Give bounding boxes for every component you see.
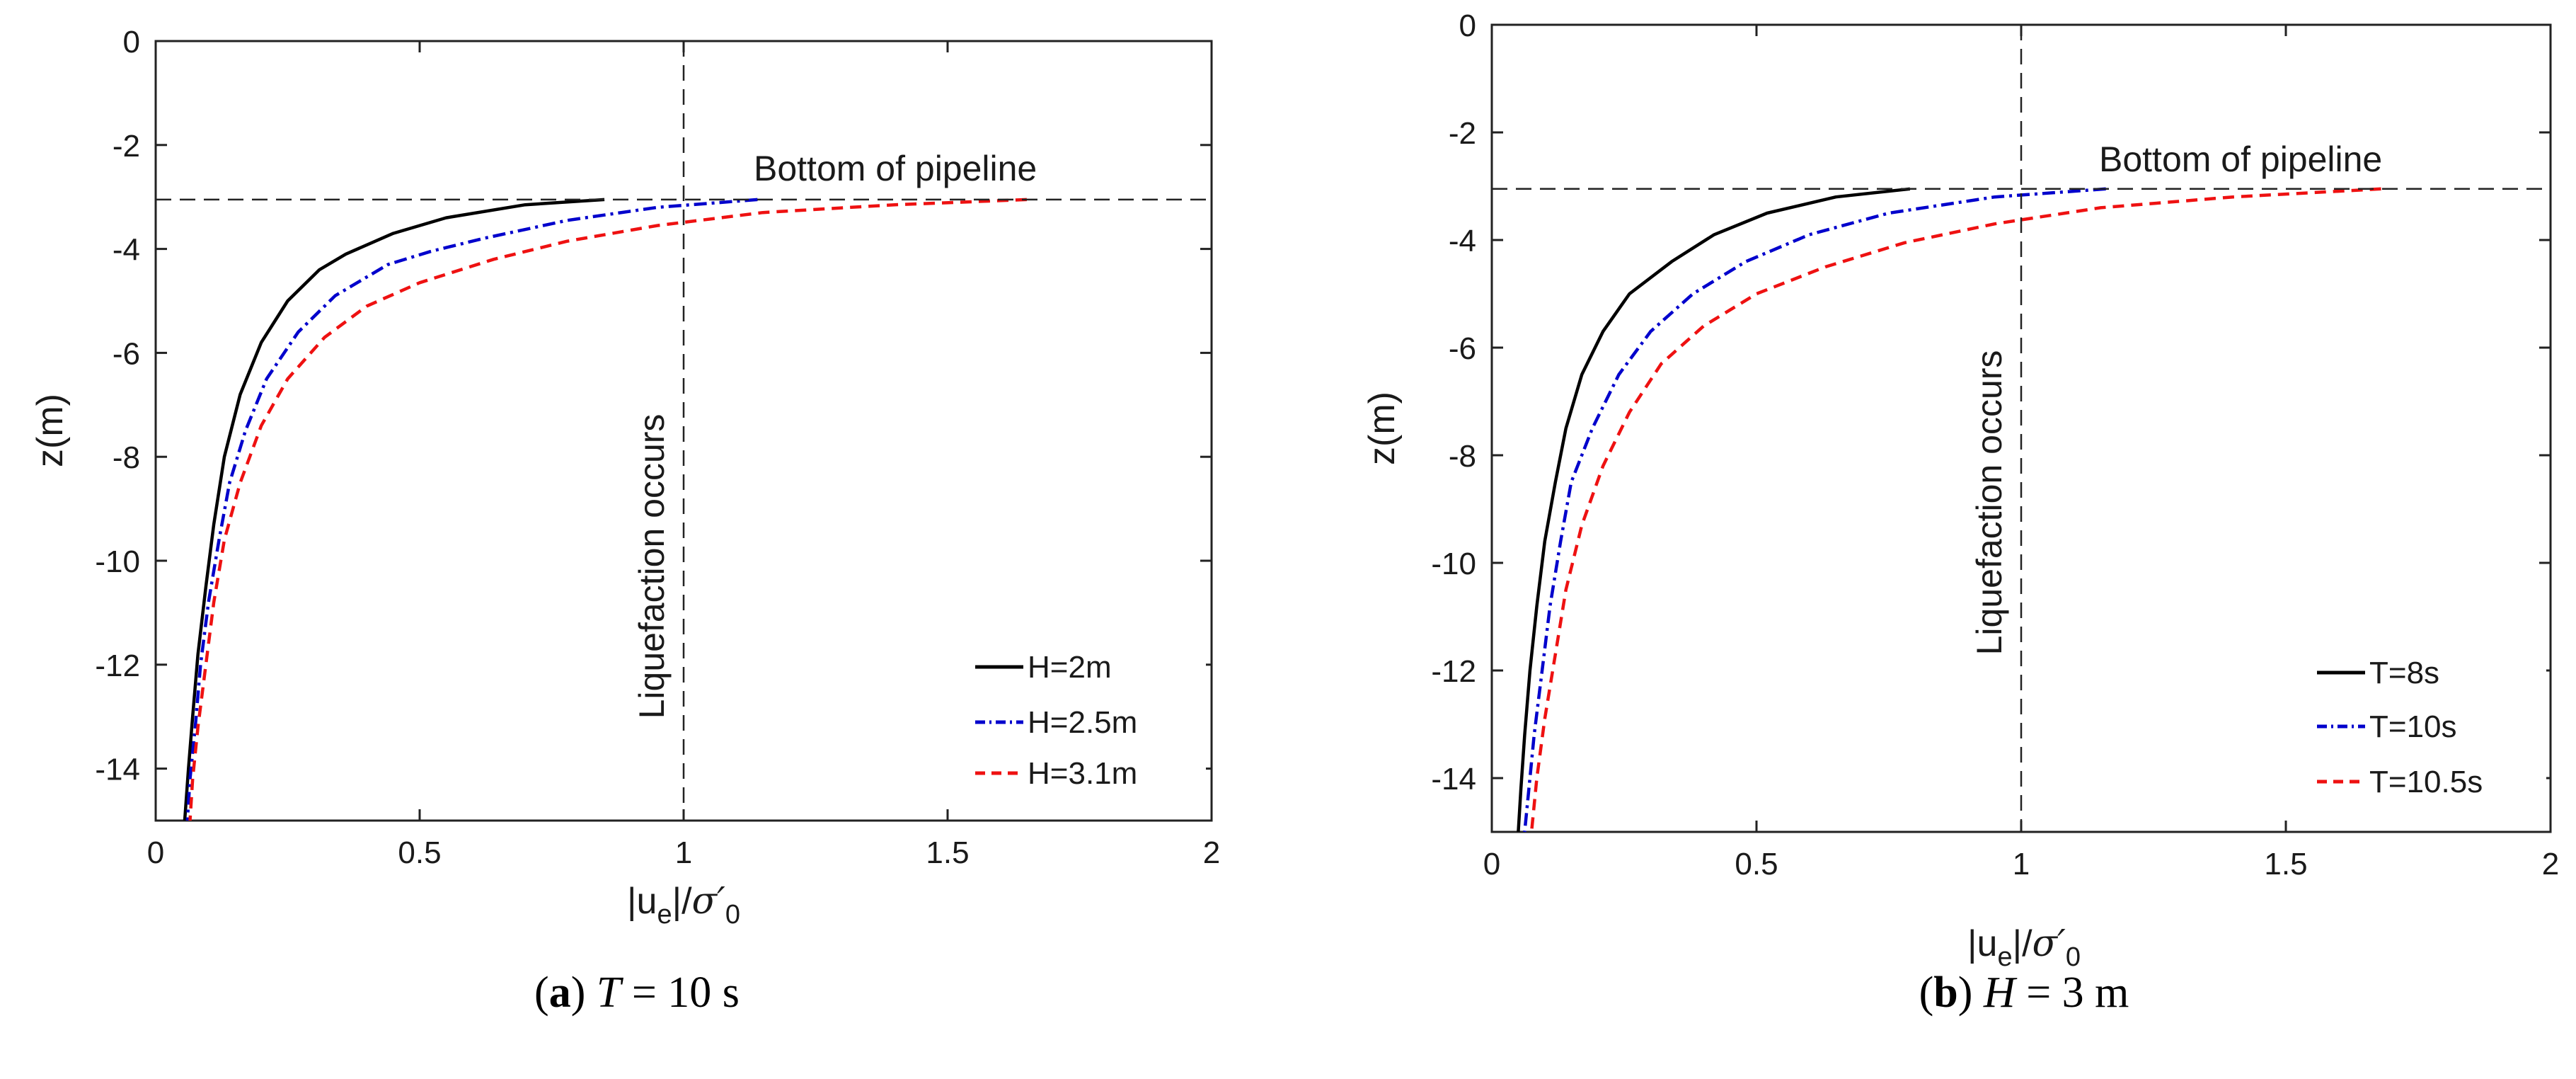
y-axis-label-b: z(m): [1362, 392, 1403, 465]
x-tick-label: 2: [1203, 835, 1220, 870]
series-line-t-10s: [1523, 187, 2106, 833]
y-tick-label: -2: [1449, 116, 1476, 151]
y-tick-label: -8: [113, 440, 140, 475]
series-line-h-2m: [183, 198, 605, 821]
series-line-t-10-5s: [1529, 187, 2381, 833]
x-tick-label: 1: [675, 835, 692, 870]
y-tick-label: -8: [1449, 439, 1476, 474]
legend-label: T=10.5s: [2369, 765, 2483, 799]
series-layer-b: [1517, 187, 2381, 833]
x-tick-label: 0.5: [398, 835, 441, 870]
legend-item: T=10s: [2317, 709, 2457, 744]
y-tick-label: -10: [95, 544, 140, 579]
legend-label: T=10s: [2369, 709, 2457, 744]
series-layer-a: [183, 198, 1027, 821]
y-tick-label: 0: [123, 25, 140, 59]
y-tick-label: -4: [113, 233, 140, 268]
legend-item: T=8s: [2317, 656, 2439, 690]
y-ticks-a: 0 -2 -4 -6 -8 -10 -12 -14: [95, 25, 1212, 787]
x-tick-label: 1.5: [926, 835, 969, 870]
y-tick-label: -12: [95, 649, 140, 683]
x-tick-label: 0: [147, 835, 164, 870]
y-tick-label: 0: [1459, 8, 1476, 43]
x-axis-label-a: |ue|/σ′0: [627, 880, 740, 930]
y-tick-label: -4: [1449, 224, 1476, 258]
y-tick-label: -2: [113, 129, 140, 164]
legend-a: H=2m H=2.5m H=3.1m: [953, 632, 1206, 804]
y-ticks-b: 0 -2 -4 -6 -8 -10 -12 -14: [1431, 8, 2551, 797]
y-tick-label: -6: [1449, 331, 1476, 366]
pipeline-annotation-a: Bottom of pipeline: [754, 149, 1037, 188]
legend-label: H=2.5m: [1028, 705, 1137, 740]
x-tick-label: 1.5: [2264, 847, 2307, 881]
x-ticks-a: 0 0.5 1 1.5 2: [147, 41, 1220, 870]
liquefaction-annotation-a: Liquefaction occurs: [632, 414, 672, 719]
y-axis-label-a: z(m): [30, 394, 71, 467]
series-line-h-3-1m: [188, 198, 1027, 821]
x-tick-label: 0.5: [1735, 847, 1778, 881]
legend-box-b: [2296, 639, 2546, 818]
legend-item: T=10.5s: [2317, 765, 2483, 799]
panel-b: 0 0.5 1 1.5 2 0 -2 -4 -6 -8 -10 -12 -14 Bottom of p…: [1362, 8, 2559, 1017]
y-tick-label: -12: [1431, 654, 1476, 689]
legend-item: H=3.1m: [975, 756, 1137, 791]
caption-a: (a) T = 10 s: [534, 969, 740, 1017]
pipeline-annotation-b: Bottom of pipeline: [2099, 139, 2382, 179]
y-tick-label: -6: [113, 336, 140, 371]
x-axis-label-b: |ue|/σ′0: [1967, 923, 2081, 972]
legend-label: H=2m: [1028, 650, 1112, 685]
legend-box-a: [953, 632, 1206, 804]
legend-item: H=2m: [975, 650, 1112, 685]
legend-b: T=8s T=10s T=10.5s: [2296, 639, 2546, 818]
y-tick-label: -10: [1431, 547, 1476, 581]
liquefaction-annotation-b: Liquefaction occurs: [1970, 350, 2009, 656]
y-tick-label: -14: [1431, 762, 1476, 797]
x-tick-label: 1: [2013, 847, 2030, 881]
y-tick-label: -14: [95, 753, 140, 787]
series-line-t-8s: [1517, 187, 1911, 833]
legend-item: H=2.5m: [975, 705, 1137, 740]
panel-a: 0 0.5 1 1.5 2 0 -2 -4 -6 -8 -10 -12 -14 Bottom of p…: [30, 25, 1220, 1017]
series-line-h-2-5m: [185, 198, 758, 821]
x-tick-label: 0: [1483, 847, 1500, 881]
x-ticks-b: 0 0.5 1 1.5 2: [1483, 25, 2559, 881]
caption-b: (b) H = 3 m: [1919, 969, 2129, 1017]
legend-label: H=3.1m: [1028, 756, 1137, 791]
x-tick-label: 2: [2542, 847, 2559, 881]
legend-label: T=8s: [2369, 656, 2439, 690]
